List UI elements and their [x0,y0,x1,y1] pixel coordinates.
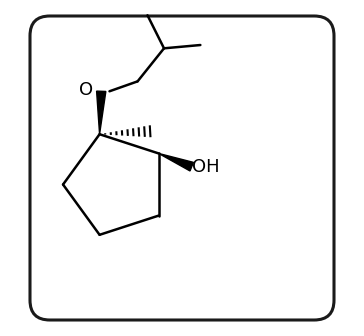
Text: OH: OH [192,158,219,176]
Polygon shape [159,154,193,171]
Text: O: O [79,81,94,99]
Polygon shape [96,91,106,134]
FancyBboxPatch shape [30,16,334,320]
